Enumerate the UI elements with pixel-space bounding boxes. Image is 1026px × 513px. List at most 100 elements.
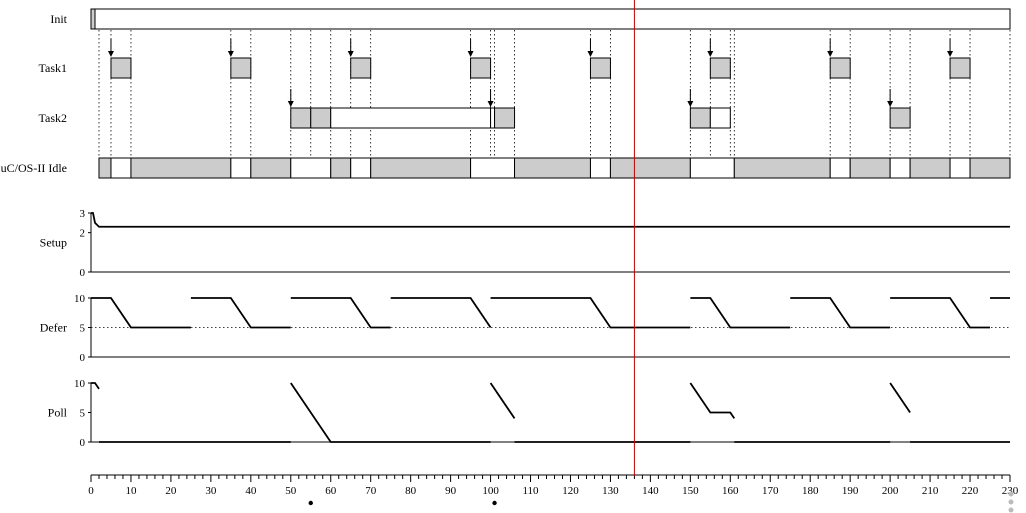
signal-series — [91, 212, 1010, 228]
y-tick-label: 10 — [74, 293, 86, 305]
signal-plot-0: Setup 0 2 3 — [40, 208, 1010, 279]
bookmark-dot — [308, 500, 313, 506]
arrival-arrow-head — [947, 51, 954, 57]
task-segment — [609, 157, 691, 179]
task-segment — [290, 107, 312, 129]
signal-series — [490, 297, 691, 329]
task-segment — [250, 157, 292, 179]
task-segment — [689, 157, 735, 179]
task-segment — [589, 157, 611, 179]
x-tick-label: 210 — [922, 485, 939, 497]
task-lane-2: Task2 — [39, 89, 911, 129]
task-segment — [849, 157, 891, 179]
x-tick-label: 90 — [445, 485, 457, 497]
arrival-arrow-head — [227, 51, 234, 57]
task-segment — [330, 107, 492, 129]
y-tick-label: 0 — [80, 267, 86, 279]
signal-plot-1: Defer 0 5 10 — [40, 293, 1010, 364]
signal-label: Defer — [40, 321, 67, 335]
task-segment — [969, 157, 1011, 179]
task-segment — [130, 157, 232, 179]
task-segment — [829, 57, 851, 79]
signal-label: Poll — [48, 406, 68, 420]
bookmark-dot — [492, 500, 497, 506]
task-segment — [470, 157, 516, 179]
x-tick-label: 50 — [285, 485, 297, 497]
task-segment — [949, 57, 971, 79]
task-label: uC/OS-II Idle — [1, 161, 67, 175]
task-lanes: Init Task1 Task2 uC/OS-II Idle — [1, 8, 1011, 179]
y-tick-label: 2 — [80, 228, 86, 240]
x-tick-label: 70 — [365, 485, 377, 497]
x-tick-label: 10 — [125, 485, 137, 497]
task-segment — [230, 157, 252, 179]
x-tick-label: 190 — [842, 485, 859, 497]
task-segment — [733, 157, 831, 179]
signal-series — [889, 382, 911, 414]
x-tick-label: 170 — [762, 485, 779, 497]
arrival-arrow-head — [467, 51, 474, 57]
y-tick-label: 10 — [74, 378, 86, 390]
signal-series — [190, 297, 291, 329]
y-tick-label: 5 — [80, 408, 86, 420]
signal-series — [390, 297, 492, 329]
x-tick-label: 200 — [882, 485, 899, 497]
arrival-arrow-head — [887, 101, 894, 107]
y-tick-label: 3 — [80, 208, 86, 220]
x-tick-label: 160 — [722, 485, 739, 497]
scroll-dot[interactable] — [1008, 499, 1014, 505]
x-tick-label: 60 — [325, 485, 337, 497]
task-segment — [330, 157, 352, 179]
task-label: Task2 — [39, 111, 68, 125]
task-segment — [290, 157, 332, 179]
arrival-arrow-head — [487, 101, 494, 107]
x-tick-label: 40 — [245, 485, 257, 497]
signal-series — [290, 382, 491, 443]
bookmarks — [308, 500, 497, 506]
signal-series — [790, 297, 891, 329]
signal-plots: Setup 0 2 3 Defer 0 5 10 Poll 0 5 10 — [40, 208, 1010, 449]
x-tick-label: 120 — [562, 485, 579, 497]
x-tick-label: 150 — [682, 485, 699, 497]
scroll-handle-icon[interactable] — [1008, 491, 1014, 513]
task-segment — [589, 57, 611, 79]
task-segment — [98, 157, 112, 179]
arrival-arrow-head — [687, 101, 694, 107]
signal-series — [91, 297, 191, 329]
signal-series — [290, 297, 391, 329]
task-segment — [490, 107, 496, 129]
signal-series — [690, 297, 791, 329]
signal-label: Setup — [40, 236, 67, 250]
x-tick-label: 30 — [205, 485, 217, 497]
task-segment — [709, 57, 731, 79]
x-tick-label: 80 — [405, 485, 417, 497]
x-tick-label: 0 — [88, 485, 94, 497]
task-segment — [889, 107, 911, 129]
signal-series — [689, 382, 736, 419]
arrival-arrow-head — [347, 51, 354, 57]
x-tick-label: 230 — [1002, 485, 1019, 497]
task-segment — [110, 157, 132, 179]
task-lane-1: Task1 — [39, 39, 971, 79]
task-segment — [829, 157, 851, 179]
task-segment — [949, 157, 971, 179]
x-tick-label: 140 — [642, 485, 659, 497]
guide-lines — [98, 30, 1011, 158]
signal-plot-2: Poll 0 5 10 — [48, 378, 1010, 449]
task-label: Init — [50, 12, 67, 26]
task-segment — [494, 107, 516, 129]
task-label: Task1 — [39, 61, 68, 75]
x-tick-label: 220 — [962, 485, 979, 497]
task-segment — [350, 57, 372, 79]
task-lane-0: Init — [50, 8, 1011, 30]
scroll-dot[interactable] — [1008, 507, 1014, 513]
task-segment — [310, 107, 332, 129]
task-segment — [350, 157, 372, 179]
x-tick-label: 100 — [482, 485, 499, 497]
task-segment — [230, 57, 252, 79]
y-tick-label: 0 — [80, 437, 86, 449]
scroll-dot[interactable] — [1008, 491, 1014, 497]
task-segment — [514, 157, 591, 179]
y-tick-label: 5 — [80, 323, 86, 335]
